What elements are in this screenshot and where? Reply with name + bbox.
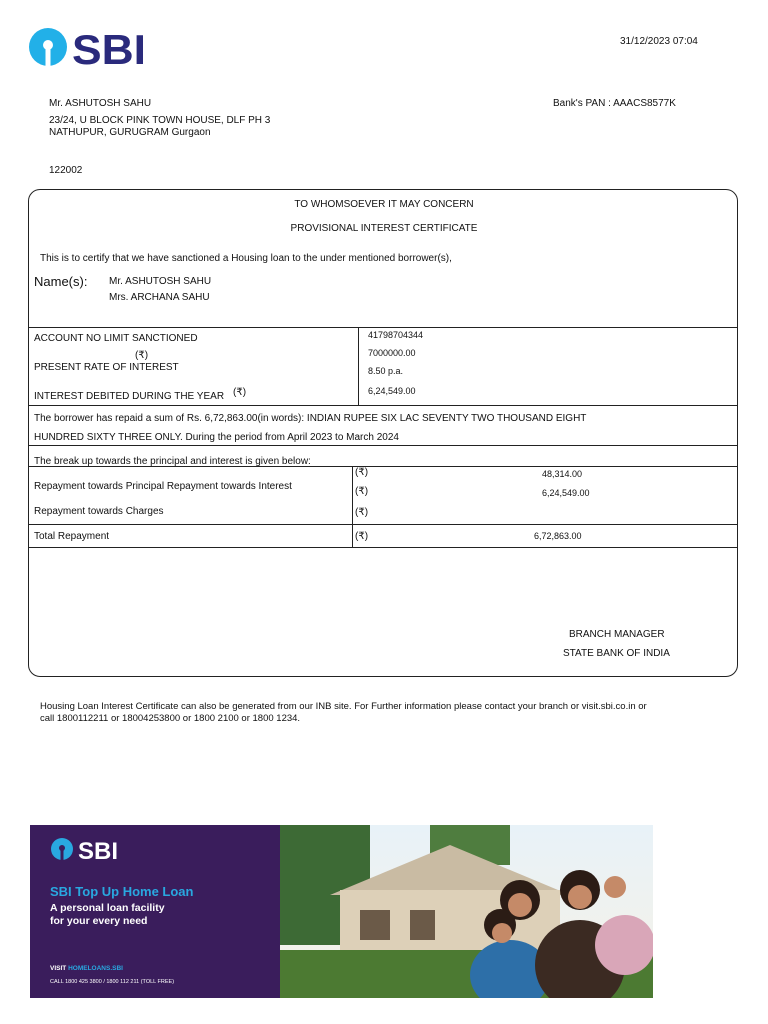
principal-repaid: 48,314.00 [542, 469, 583, 479]
rupee-symbol: (₹) [355, 486, 369, 497]
total-label: Total Repayment [34, 531, 110, 542]
account-number: 41798704344 [368, 330, 424, 340]
banner-subtitle-1: A personal loan facility [50, 902, 165, 914]
names-label: Name(s): [34, 274, 88, 289]
principal-interest-label: Repayment towards Principal Repayment to… [34, 481, 292, 492]
print-datetime: 31/12/2023 07:04 [620, 36, 698, 47]
rupee-symbol: (₹) [355, 507, 369, 518]
banner-visit-link[interactable]: HOMELOANS.SBI [68, 965, 123, 972]
rupee-symbol: (₹) [355, 531, 369, 542]
certificate-box [28, 189, 738, 677]
banner-visit-label: VISIT [50, 965, 67, 972]
rupee-symbol: (₹) [355, 467, 369, 478]
interest-debited-label: INTEREST DEBITED DURING THE YEAR [34, 391, 225, 402]
divider [29, 466, 737, 467]
certificate-title: PROVISIONAL INTEREST CERTIFICATE [290, 223, 478, 234]
bank-pan: Bank's PAN : AAACS8577K [553, 98, 676, 109]
svg-text:SBI: SBI [72, 26, 146, 70]
interest-rate: 8.50 p.a. [368, 366, 404, 376]
address-line-1: 23/24, U BLOCK PINK TOWN HOUSE, DLF PH 3 [49, 115, 271, 126]
banner-headline: SBI Top Up Home Loan [50, 884, 194, 899]
banner-subtitle-2: for your every need [50, 915, 148, 927]
addressee-name: Mr. ASHUTOSH SAHU [49, 98, 152, 109]
family-house-photo [280, 825, 653, 998]
rupee-symbol: (₹) [233, 387, 247, 398]
divider [352, 466, 353, 547]
borrower-name-1: Mr. ASHUTOSH SAHU [109, 276, 212, 287]
footer-note-2: call 1800112211 or 18004253800 or 1800 2… [40, 713, 301, 724]
breakup-intro: The break up towards the principal and i… [34, 456, 311, 467]
divider [358, 327, 359, 405]
divider [29, 445, 737, 446]
total-repayment: 6,72,863.00 [534, 531, 582, 541]
certificate-intro: This is to certify that we have sanction… [40, 253, 452, 264]
address-pin: 122002 [49, 165, 83, 176]
svg-text:SBI: SBI [78, 838, 118, 863]
rupee-symbol: (₹) [135, 350, 149, 361]
divider [29, 405, 737, 406]
certificate-heading: TO WHOMSOEVER IT MAY CONCERN [294, 199, 474, 210]
banner-call: CALL 1800 425 3800 / 1800 112 211 (TOLL … [50, 979, 175, 985]
divider [29, 524, 737, 525]
borrower-name-2: Mrs. ARCHANA SAHU [109, 292, 210, 303]
interest-debited: 6,24,549.00 [368, 386, 416, 396]
banner-sbi-logo: SBI [51, 838, 118, 863]
rate-label: PRESENT RATE OF INTEREST [34, 362, 179, 373]
account-limit-label: ACCOUNT NO LIMIT SANCTIONED [34, 333, 198, 344]
repaid-text-2: HUNDRED SIXTY THREE ONLY. During the per… [34, 432, 399, 443]
charges-label: Repayment towards Charges [34, 506, 164, 517]
divider [29, 327, 737, 328]
address-line-2: NATHUPUR, GURUGRAM Gurgaon [49, 127, 211, 138]
signatory-bank: STATE BANK OF INDIA [563, 648, 670, 659]
divider [29, 547, 737, 548]
sbi-logo: SBI [28, 26, 148, 73]
signatory-title: BRANCH MANAGER [569, 629, 665, 640]
promo-banner[interactable]: SBI SBI Top Up Home Loan A personal loan… [30, 825, 653, 998]
footer-note-1: Housing Loan Interest Certificate can al… [40, 701, 647, 712]
banner-panel: SBI SBI Top Up Home Loan A personal loan… [30, 825, 280, 998]
limit-sanctioned: 7000000.00 [368, 348, 416, 358]
repaid-text-1: The borrower has repaid a sum of Rs. 6,7… [34, 413, 587, 424]
interest-repaid: 6,24,549.00 [542, 488, 590, 498]
